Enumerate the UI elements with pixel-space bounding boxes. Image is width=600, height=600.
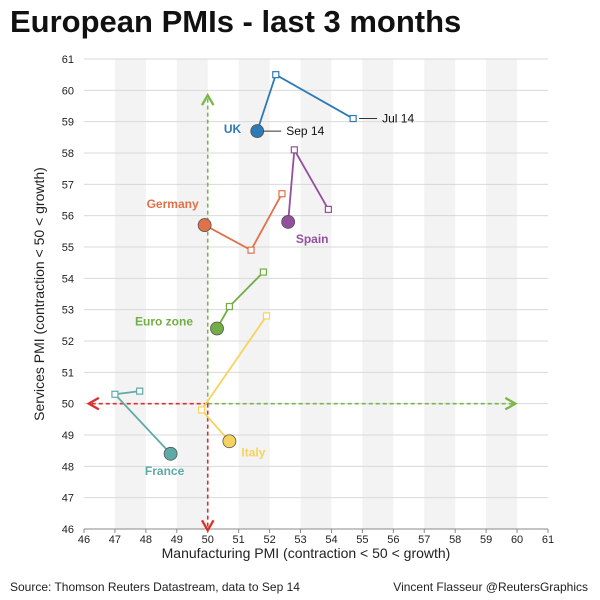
y-tick-label: 51 [62, 367, 74, 379]
annotation-jul-14: Jul 14 [382, 112, 414, 126]
latest-point-germany [197, 218, 212, 232]
grid-band [424, 59, 456, 529]
x-tick-label: 49 [171, 534, 183, 546]
y-tick-label: 56 [62, 211, 74, 223]
point-marker-germany [247, 246, 255, 254]
y-tick-label: 48 [62, 461, 74, 473]
point-marker-uk [349, 114, 357, 123]
y-tick-label: 47 [62, 493, 74, 505]
y-tick-label: 60 [62, 85, 74, 97]
y-tick-label: 49 [62, 430, 74, 442]
x-tick-label: 58 [449, 534, 461, 546]
y-tick-label: 58 [62, 148, 74, 160]
grid-band [238, 59, 270, 529]
x-tick-label: 52 [263, 534, 275, 546]
point-marker-italy [262, 312, 271, 320]
x-tick-label: 53 [294, 534, 306, 546]
point-marker-uk [272, 71, 280, 79]
point-marker-france [111, 390, 119, 398]
y-tick-label: 61 [62, 54, 74, 66]
point-marker-france [136, 387, 144, 395]
point-marker-spain [324, 205, 332, 213]
y-tick-label: 54 [62, 273, 74, 285]
x-tick-label: 48 [140, 534, 152, 546]
page-title: European PMIs - last 3 months [10, 4, 462, 39]
x-tick-label: 60 [511, 534, 523, 546]
grid-band [486, 59, 518, 529]
annotation-sep-14: Sep 14 [286, 124, 324, 138]
latest-point-france [163, 446, 178, 461]
x-tick-label: 56 [387, 534, 399, 546]
point-marker-germany [278, 190, 286, 198]
x-tick-label: 54 [325, 534, 337, 546]
source-note: Source: Thomson Reuters Datastream, data… [10, 580, 300, 594]
point-marker-euro-zone [259, 268, 268, 276]
x-tick-label: 47 [109, 534, 121, 546]
y-tick-label: 46 [62, 524, 74, 536]
latest-point-spain [281, 215, 296, 229]
y-axis-title: Services PMI (contraction < 50 < growth) [31, 167, 47, 421]
series-label-uk: UK [224, 122, 242, 136]
x-tick-label: 55 [356, 534, 368, 546]
series-label-euro-zone: Euro zone [135, 314, 193, 328]
series-label-germany: Germany [147, 197, 199, 211]
x-tick-label: 46 [78, 534, 90, 546]
y-tick-label: 59 [62, 117, 74, 129]
y-tick-label: 53 [62, 305, 74, 317]
series-label-spain: Spain [296, 232, 329, 246]
latest-point-uk [250, 124, 265, 138]
latest-point-italy [222, 434, 237, 449]
grid-band [176, 59, 208, 529]
x-tick-label: 61 [542, 534, 554, 546]
point-marker-spain [290, 146, 298, 154]
x-tick-label: 50 [202, 534, 214, 546]
x-tick-label: 57 [418, 534, 430, 546]
point-marker-italy [197, 406, 206, 414]
grid-band [114, 59, 146, 529]
y-tick-label: 55 [62, 242, 74, 254]
series-label-italy: Italy [241, 445, 265, 459]
credit-note: Vincent Flasseur @ReutersGraphics [393, 580, 588, 594]
x-tick-label: 59 [480, 534, 492, 546]
y-tick-label: 50 [62, 399, 74, 411]
y-tick-label: 52 [62, 336, 74, 348]
grid-band [362, 59, 394, 529]
y-tick-label: 57 [62, 179, 74, 191]
x-tick-label: 51 [233, 534, 245, 546]
point-marker-euro-zone [225, 302, 233, 311]
x-axis-title: Manufacturing PMI (contraction < 50 < gr… [162, 545, 451, 561]
grid-band [300, 59, 332, 529]
latest-point-euro-zone [210, 321, 224, 336]
series-label-france: France [145, 464, 185, 478]
